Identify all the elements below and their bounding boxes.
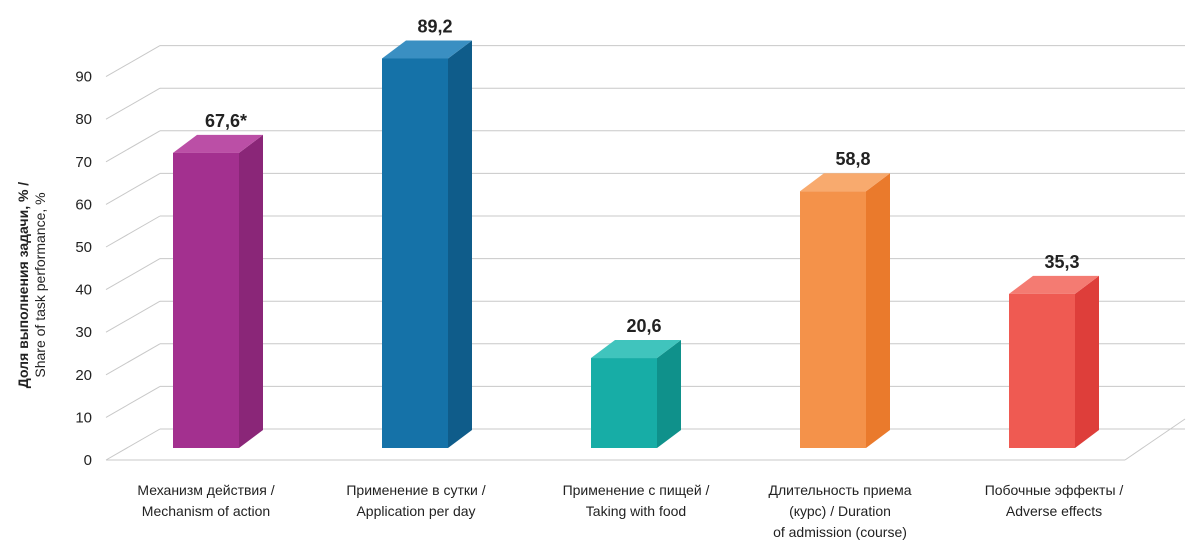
category-label-line: of admission (course): [773, 524, 907, 540]
bar: [1009, 275, 1099, 448]
bar-top: [173, 134, 263, 153]
y-axis-label-line-2: Share of task performance, %: [32, 192, 48, 378]
y-axis-label: Доля выполнения задачи, % / Share of tas…: [15, 105, 49, 465]
bar-side: [239, 134, 263, 448]
bar: [173, 134, 263, 448]
y-tick-label: 90: [75, 69, 92, 86]
grid-line-diagonal: [105, 343, 161, 376]
y-tick-label: 30: [75, 324, 92, 341]
chart-bars: [173, 40, 1099, 449]
bar-side: [866, 173, 890, 449]
y-tick-label: 80: [75, 111, 92, 128]
bar: [800, 173, 890, 449]
grid-line-diagonal: [105, 300, 161, 333]
bar-side: [1075, 275, 1099, 448]
grid-line-diagonal: [105, 428, 161, 461]
bar-front: [173, 152, 239, 448]
category-label-line: Применение в сутки /: [346, 482, 486, 498]
bar-top: [591, 340, 681, 359]
y-axis-ticks: 0 10 20 30 40 50 60 70 80 90: [75, 69, 92, 469]
category-label-line: Применение с пищей /: [562, 482, 710, 498]
category-label-line: Механизм действия /: [137, 482, 275, 498]
category-label: Побочные эффекты / Adverse effects: [949, 480, 1159, 522]
data-label: 58,8: [835, 149, 870, 169]
grid-line-diagonal: [105, 258, 161, 291]
category-label: Длительность приема (курс) / Duration of…: [735, 480, 945, 543]
y-tick-label: 60: [75, 196, 92, 213]
category-label-line: (курс) / Duration: [789, 503, 891, 519]
category-label: Применение с пищей / Taking with food: [531, 480, 741, 522]
data-label: 35,3: [1044, 252, 1079, 272]
y-tick-label: 70: [75, 154, 92, 171]
category-label-line: Taking with food: [585, 503, 687, 519]
y-tick-label: 20: [75, 367, 92, 384]
category-label-line: Adverse effects: [1005, 503, 1103, 519]
category-label-line: Побочные эффекты /: [984, 482, 1124, 498]
bar-side: [448, 40, 472, 448]
grid-line-diagonal: [105, 45, 161, 78]
data-label: 67,6*: [205, 111, 247, 131]
grid-line-diagonal: [105, 172, 161, 205]
category-label-line: Mechanism of action: [141, 503, 271, 519]
grid-line-diagonal: [105, 215, 161, 248]
category-label: Применение в сутки / Application per day: [311, 480, 521, 522]
category-label: Механизм действия / Mechanism of action: [101, 480, 311, 522]
bar-front: [591, 358, 657, 448]
y-axis-label-line-1: Доля выполнения задачи, % /: [15, 181, 31, 389]
data-labels: 67,6* 89,2 20,6 58,8 35,3: [205, 16, 1080, 336]
bar-front: [382, 58, 448, 448]
y-tick-label: 40: [75, 282, 92, 299]
grid-line-diagonal: [105, 87, 161, 120]
bar-front: [1009, 293, 1075, 448]
bar-top: [382, 40, 472, 59]
bar-front: [800, 191, 866, 449]
data-label: 20,6: [626, 316, 661, 336]
grid-line-diagonal: [105, 385, 161, 418]
bar: [591, 340, 681, 448]
bar-side: [657, 340, 681, 448]
grid-line-diagonal: [105, 130, 161, 163]
category-label-line: Длительность приема: [768, 482, 912, 498]
data-label: 89,2: [417, 16, 452, 36]
bar-top: [800, 173, 890, 192]
floor-edge-right: [1124, 418, 1186, 461]
bar-top: [1009, 275, 1099, 294]
y-tick-label: 50: [75, 239, 92, 256]
y-tick-label: 10: [75, 409, 92, 426]
bar: [382, 40, 472, 448]
y-tick-label: 0: [84, 452, 92, 469]
category-label-line: Application per day: [356, 503, 476, 519]
